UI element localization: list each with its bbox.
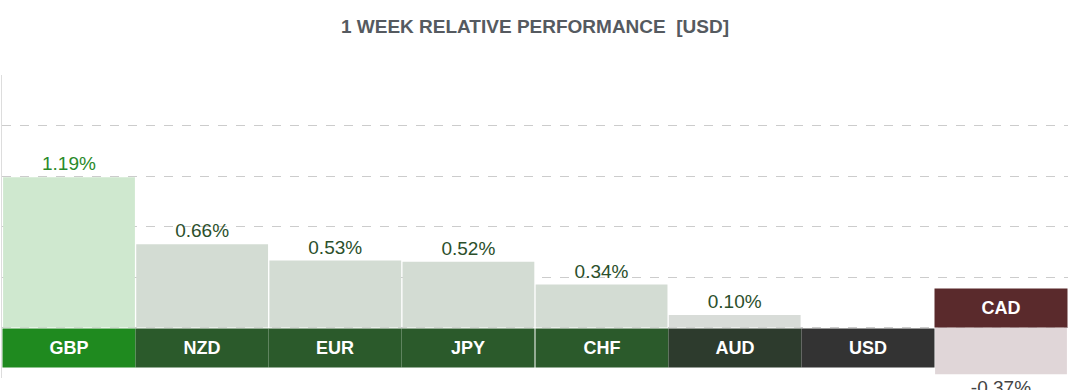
svg-text:USD: USD [849, 338, 887, 358]
svg-text:0.34%: 0.34% [575, 261, 629, 282]
svg-text:1 WEEK RELATIVE PERFORMANCE [: 1 WEEK RELATIVE PERFORMANCE [USD] [341, 16, 729, 37]
svg-text:CHF: CHF [584, 338, 621, 358]
svg-text:0.66%: 0.66% [175, 220, 229, 241]
svg-text:1.19%: 1.19% [42, 153, 96, 174]
svg-text:0.53%: 0.53% [308, 237, 362, 258]
svg-text:EUR: EUR [316, 338, 354, 358]
svg-text:GBP: GBP [49, 338, 88, 358]
svg-text:0.10%: 0.10% [708, 291, 762, 312]
svg-text:CAD: CAD [982, 298, 1021, 318]
svg-text:JPY: JPY [451, 338, 485, 358]
svg-text:-0.37%: -0.37% [971, 377, 1031, 390]
svg-text:AUD: AUD [716, 338, 755, 358]
svg-text:0.52%: 0.52% [441, 238, 495, 259]
svg-text:NZD: NZD [184, 338, 221, 358]
